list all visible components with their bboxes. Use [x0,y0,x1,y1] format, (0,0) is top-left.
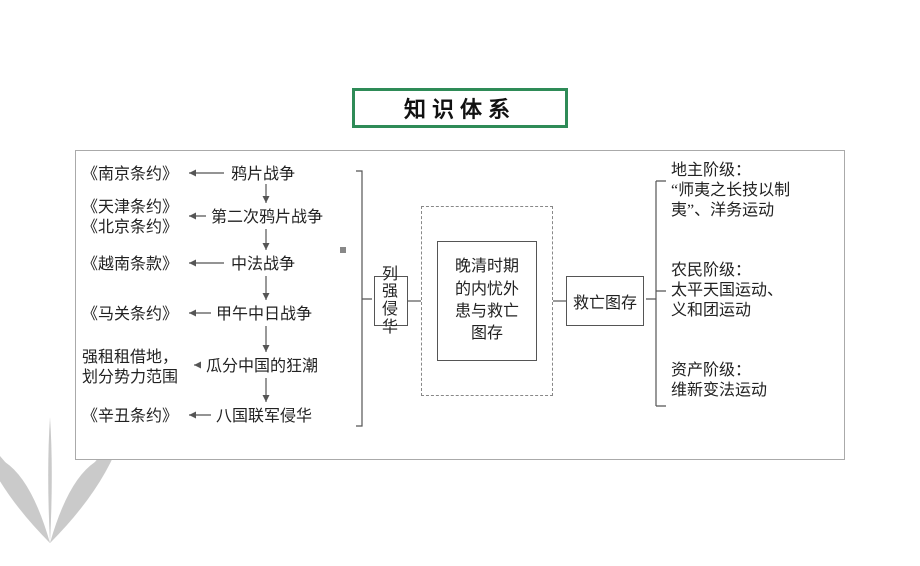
slide-center-marker [340,247,346,253]
title-text: 知识体系 [404,92,516,124]
diagram-arrows [76,151,844,459]
title-box: 知识体系 [352,88,568,128]
diagram-container: 《南京条约》 《天津条约》《北京条约》 《越南条款》 《马关条约》 强租租借地，… [75,150,845,460]
